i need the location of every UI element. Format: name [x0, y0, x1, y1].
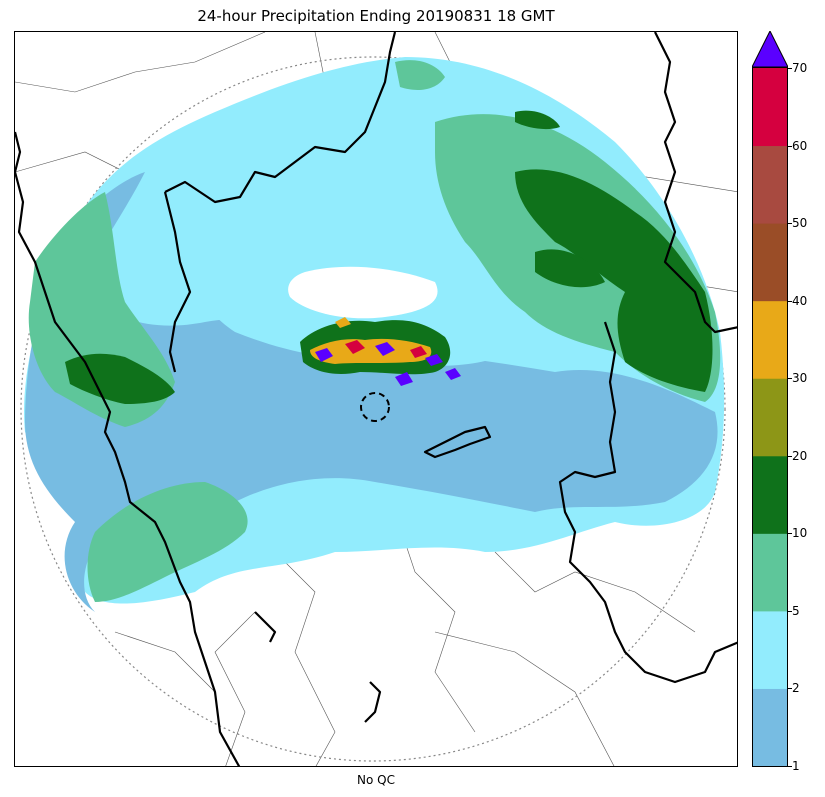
colorbar-tick-mark [788, 223, 792, 225]
colorbar-tick-mark [788, 610, 792, 612]
colorbar-tick-label: 70 [792, 61, 808, 75]
colorbar-tick-label: 5 [792, 603, 800, 618]
map-xlabel: No QC [357, 773, 395, 787]
radar-map-canvas [15, 32, 737, 766]
colorbar-tick-label: 50 [792, 216, 808, 231]
colorbar-tick-label: 40 [792, 293, 808, 308]
radar-map[interactable] [14, 31, 738, 767]
colorbar-tick-mark [788, 455, 792, 457]
colorbar-tick-label: 30 [792, 371, 808, 386]
colorbar-tick-label: 2 [792, 681, 800, 696]
colorbar-extend-arrow [752, 31, 788, 68]
colorbar-bin [753, 145, 787, 224]
colorbar-bin [753, 300, 787, 379]
colorbar-tick-mark [788, 68, 792, 69]
colorbar-tick-mark [788, 533, 792, 535]
colorbar-bin [753, 455, 787, 534]
colorbar-bin [753, 68, 787, 147]
map-title: 24-hour Precipitation Ending 20190831 18… [197, 7, 555, 25]
colorbar-tick-mark [788, 766, 792, 767]
colorbar [752, 67, 788, 767]
colorbar-bin [753, 610, 787, 689]
colorbar-tick-label: 10 [792, 526, 808, 541]
radar-site-marker [360, 392, 390, 422]
colorbar-canvas [753, 68, 787, 766]
colorbar-bin [753, 688, 787, 766]
colorbar-tick-label: 60 [792, 138, 808, 153]
radar-range-ring [20, 56, 726, 762]
colorbar-tick-mark [788, 300, 792, 302]
colorbar-tick-mark [788, 378, 792, 380]
state-borders [15, 32, 737, 766]
colorbar-tick-label: 1 [792, 759, 800, 773]
colorbar-bin [753, 223, 787, 302]
colorbar-tick-mark [788, 145, 792, 147]
colorbar-bin [753, 378, 787, 457]
colorbar-tick-mark [788, 688, 792, 690]
colorbar-bin [753, 533, 787, 612]
convective-cores [300, 317, 461, 386]
colorbar-tick-label: 20 [792, 448, 808, 463]
